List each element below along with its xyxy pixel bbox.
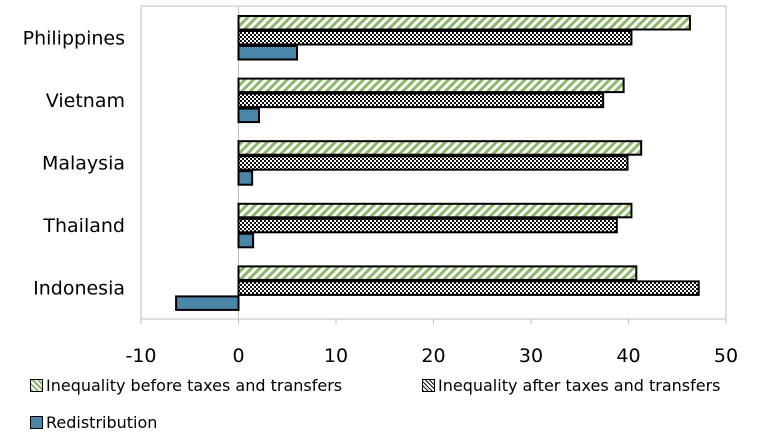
bar-after-taxes-vietnam [237,92,605,109]
bar-before-taxes-indonesia [237,265,638,281]
category-label-vietnam: Vietnam [46,90,125,112]
x-tick-label: 50 [714,345,738,367]
bar-redistribution-malaysia [237,170,254,186]
x-tick-label: 30 [519,345,543,367]
bar-before-taxes-malaysia [237,140,643,156]
bar-after-taxes-thailand [237,217,618,234]
category-label-malaysia: Malaysia [42,153,125,175]
legend-label: Inequality after taxes and transfers [438,376,721,395]
x-tick-label: 0 [232,345,244,367]
bar-redistribution-thailand [237,232,255,249]
bar-redistribution-indonesia [175,295,240,311]
bar-after-taxes-philippines [237,30,633,46]
bar-before-taxes-thailand [237,202,633,219]
x-tick-label: 40 [616,345,640,367]
legend-item-after-taxes: Inequality after taxes and transfers [422,376,721,395]
category-label-philippines: Philippines [23,27,125,49]
bar-redistribution-vietnam [237,107,260,124]
bar-before-taxes-philippines [237,15,691,31]
x-tick-label: 20 [421,345,445,367]
bar-after-taxes-indonesia [237,280,700,296]
bar-before-taxes-vietnam [237,77,625,94]
legend-item-before-taxes: Inequality before taxes and transfers [30,376,342,395]
legend-swatch-hatched [30,379,43,392]
category-label-indonesia: Indonesia [33,278,125,300]
legend-item-redistribution: Redistribution [30,413,157,432]
chart-legend: Inequality before taxes and transfers In… [0,372,763,434]
bar-chart: Philippines Vietnam Malaysia Thailand Indone… [23,5,738,367]
legend-swatch-solid [30,416,43,429]
legend-label: Redistribution [46,413,158,432]
bar-after-taxes-malaysia [237,155,629,171]
legend-label: Inequality before taxes and transfers [46,376,343,395]
x-tick-label: 10 [324,345,348,367]
x-tick-label: -10 [125,345,156,367]
bar-redistribution-philippines [237,45,298,61]
category-label-thailand: Thailand [42,215,125,237]
legend-swatch-dotted [422,379,435,392]
